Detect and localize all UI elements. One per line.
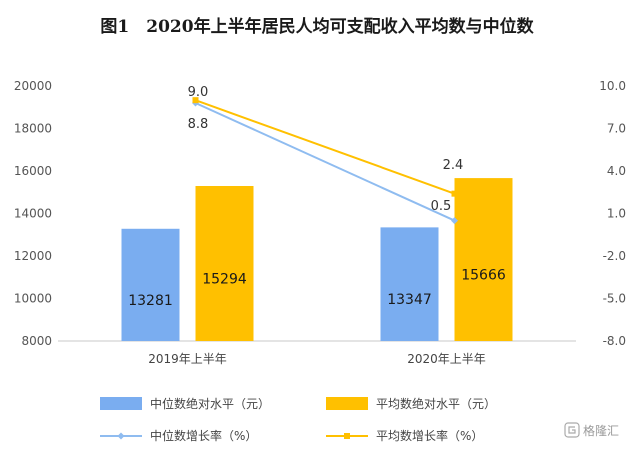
watermark-logo-icon <box>564 422 580 438</box>
legend: 中位数绝对水平（元） 平均数绝对水平（元） 中位数增长率（%） 平均数增长率（%） <box>100 396 496 443</box>
line-point <box>451 217 458 225</box>
chart-title: 图1 2020年上半年居民人均可支配收入平均数与中位数 <box>100 16 534 37</box>
bar-data-label: 15666 <box>461 268 506 284</box>
watermark: 格隆汇 <box>564 422 619 438</box>
line-data-label: 0.5 <box>431 199 452 214</box>
y-tick-label-left: 18000 <box>14 122 52 136</box>
series-line <box>195 99 455 195</box>
legend-label: 平均数增长率（%） <box>376 428 483 443</box>
x-tick-label: 2020年上半年 <box>407 352 486 366</box>
y-tick-label-right: -2.0 <box>603 249 626 263</box>
y-axis-left: 8000 10000 12000 14000 16000 18000 20000 <box>14 79 52 348</box>
y-tick-label-right: -5.0 <box>603 292 626 306</box>
bar <box>380 227 439 341</box>
y-tick-label-left: 12000 <box>14 249 52 263</box>
line-data-label: 9.0 <box>188 85 209 100</box>
bar <box>454 178 513 341</box>
legend-marker <box>344 433 350 439</box>
bar-data-label: 13347 <box>387 292 432 308</box>
line-point <box>451 190 458 197</box>
legend-swatch <box>326 397 368 410</box>
bar <box>121 228 180 341</box>
legend-marker <box>117 432 125 440</box>
y-axis-right: -8.0 -5.0 -2.0 1.0 4.0 7.0 10.0 <box>599 79 626 348</box>
lines: 8.8 0.5 9.0 2.4 <box>188 85 464 225</box>
legend-swatch <box>100 397 142 410</box>
y-tick-label-right: 7.0 <box>607 122 626 136</box>
watermark-text: 格隆汇 <box>583 423 619 438</box>
y-tick-label-left: 8000 <box>21 334 52 348</box>
y-tick-label-right: 1.0 <box>607 207 626 221</box>
y-tick-label-left: 16000 <box>14 164 52 178</box>
line-data-label: 8.8 <box>188 117 209 132</box>
series-line <box>195 102 455 222</box>
x-tick-label: 2019年上半年 <box>148 352 227 366</box>
line-point <box>192 97 199 104</box>
legend-label: 中位数增长率（%） <box>150 428 257 443</box>
legend-label: 平均数绝对水平（元） <box>376 396 496 411</box>
bar <box>195 186 254 341</box>
y-tick-label-left: 20000 <box>14 79 52 93</box>
y-tick-label-right: 10.0 <box>599 79 626 93</box>
bar-data-label: 13281 <box>128 293 173 309</box>
y-tick-label-right: 4.0 <box>607 164 626 178</box>
y-tick-label-left: 14000 <box>14 207 52 221</box>
x-axis: 2019年上半年 2020年上半年 <box>148 352 486 366</box>
y-tick-label-left: 10000 <box>14 292 52 306</box>
bar-data-label: 15294 <box>202 272 247 288</box>
line-data-label: 2.4 <box>443 158 464 173</box>
legend-label: 中位数绝对水平（元） <box>150 396 270 411</box>
y-tick-label-right: -8.0 <box>603 334 626 348</box>
bars: 13281 13347 15294 15666 <box>121 178 513 341</box>
